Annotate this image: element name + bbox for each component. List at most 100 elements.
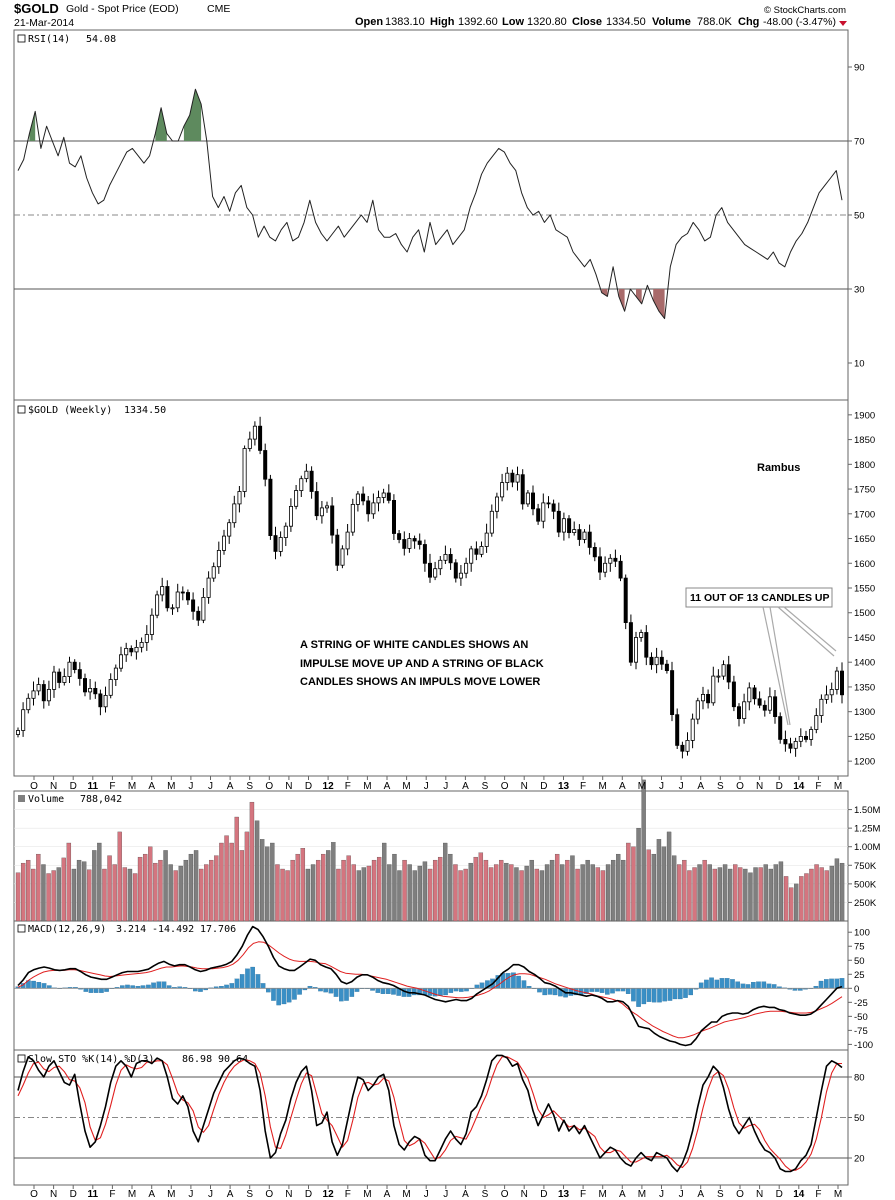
macd-tick-label: -100: [854, 1040, 873, 1051]
candle-body: [103, 695, 108, 708]
callout-pointer-3: [777, 606, 835, 657]
macd-histogram-bar: [662, 988, 668, 1002]
macd-histogram-bar: [474, 984, 480, 989]
volume-bar: [76, 859, 82, 922]
volume-bar: [137, 856, 143, 922]
candle-body: [515, 474, 520, 483]
candle-body: [237, 491, 242, 505]
volume-bar: [468, 862, 473, 922]
volume-bar: [25, 859, 31, 922]
x-tick-label: D: [305, 1189, 312, 1200]
volume-bar: [448, 853, 453, 922]
volume-bar: [407, 864, 412, 922]
candle-body: [649, 656, 654, 666]
rsi-oversold-fill: [653, 289, 665, 319]
candle-body: [494, 496, 499, 512]
x-tick-label: M: [402, 781, 410, 792]
candle-body: [819, 698, 824, 716]
candle-body: [670, 670, 675, 715]
callout-text: 11 OUT OF 13 CANDLES UP: [690, 592, 829, 604]
x-tick-label: D: [776, 1189, 783, 1200]
candle-body: [196, 610, 201, 621]
volume-bar: [351, 864, 356, 922]
candle-body: [31, 690, 36, 699]
macd-histogram-bar: [146, 984, 151, 989]
volume-bar: [112, 864, 117, 922]
macd-histogram-bar: [281, 988, 287, 1005]
candle-body: [840, 670, 845, 696]
candle-body: [829, 689, 834, 696]
candle-body: [464, 562, 469, 574]
x-tick-label: 12: [323, 1189, 335, 1200]
x-tick-label: D: [776, 781, 783, 792]
x-tick-label: F: [345, 781, 351, 792]
candle-body: [227, 522, 232, 537]
macd-plot: -100 -75 -50 -25 0 25 50 75 100: [14, 925, 873, 1051]
volume-bar: [254, 820, 260, 922]
x-tick-label: F: [580, 781, 586, 792]
volume-bar: [443, 842, 448, 922]
volume-bar: [163, 850, 168, 922]
macd-line: [17, 925, 843, 1047]
macd-signal-line: [17, 941, 843, 1039]
macd-histogram-bar: [250, 966, 256, 989]
macd-tick-label: 0: [854, 984, 859, 995]
candle-body: [561, 518, 566, 533]
candle-body: [598, 556, 603, 573]
candle-body: [98, 693, 103, 708]
price-tick-label: 1450: [854, 633, 875, 644]
volume-bar: [148, 846, 153, 922]
candle-body: [52, 671, 57, 690]
macd-histogram-bar: [46, 985, 52, 989]
candle-body: [41, 684, 46, 702]
x-tick-label: O: [736, 1189, 744, 1200]
macd-histogram-bar: [625, 988, 631, 994]
volume-bar: [183, 859, 189, 922]
macd-histogram-bar: [537, 988, 542, 993]
x-tick-label: J: [679, 781, 684, 792]
volume-bar: [71, 868, 77, 922]
x-axis-lower: O N D 11 F M A M J J A S O N D 12 F M A M J J A S O N D 13 F M A M J J A S O…: [30, 1185, 842, 1200]
candle-body: [345, 531, 350, 550]
note-line-3: CANDLES SHOWS AN IMPULS MOVE LOWER: [300, 676, 540, 688]
macd-histogram-bar: [224, 984, 229, 989]
volume-bar: [519, 870, 524, 922]
macd-signal-value: -14.492: [152, 924, 194, 935]
volume-bar: [514, 867, 519, 922]
rsi-overbought-fill: [155, 107, 167, 141]
candle-body: [324, 505, 329, 509]
volume-bar: [788, 887, 794, 922]
volume-bar: [809, 868, 814, 922]
volume-bar: [610, 859, 616, 922]
candle-body: [412, 538, 417, 542]
high-value: 1392.60: [458, 16, 498, 28]
x-tick-label: N: [521, 781, 528, 792]
x-tick-label: J: [679, 1189, 684, 1200]
chg-label: Chg: [738, 16, 759, 28]
rsi-oversold-fill: [636, 289, 642, 304]
x-tick-label: J: [659, 1189, 664, 1200]
candle-body: [88, 688, 93, 693]
candle-body: [314, 491, 319, 517]
candle-body: [278, 537, 283, 552]
macd-histogram-bar: [198, 988, 203, 992]
candle-body: [21, 709, 26, 731]
macd-histogram-bar: [354, 988, 360, 992]
macd-histogram-bar: [657, 988, 662, 1003]
volume-bar: [707, 864, 712, 922]
x-tick-label: S: [246, 1189, 253, 1200]
candle-body: [690, 718, 695, 741]
candle-body: [124, 648, 129, 656]
candle-body: [623, 577, 628, 623]
candle-body: [335, 534, 340, 566]
rsi-line: [17, 88, 843, 320]
candle-body: [402, 539, 407, 549]
low-label: Low: [502, 16, 524, 28]
volume-bar: [463, 868, 468, 922]
candle-body: [680, 744, 685, 752]
candle-body: [258, 425, 263, 451]
x-tick-label: O: [30, 781, 38, 792]
candle-body: [582, 531, 587, 540]
candle-body: [644, 632, 649, 658]
macd-histogram-bar: [104, 988, 109, 992]
